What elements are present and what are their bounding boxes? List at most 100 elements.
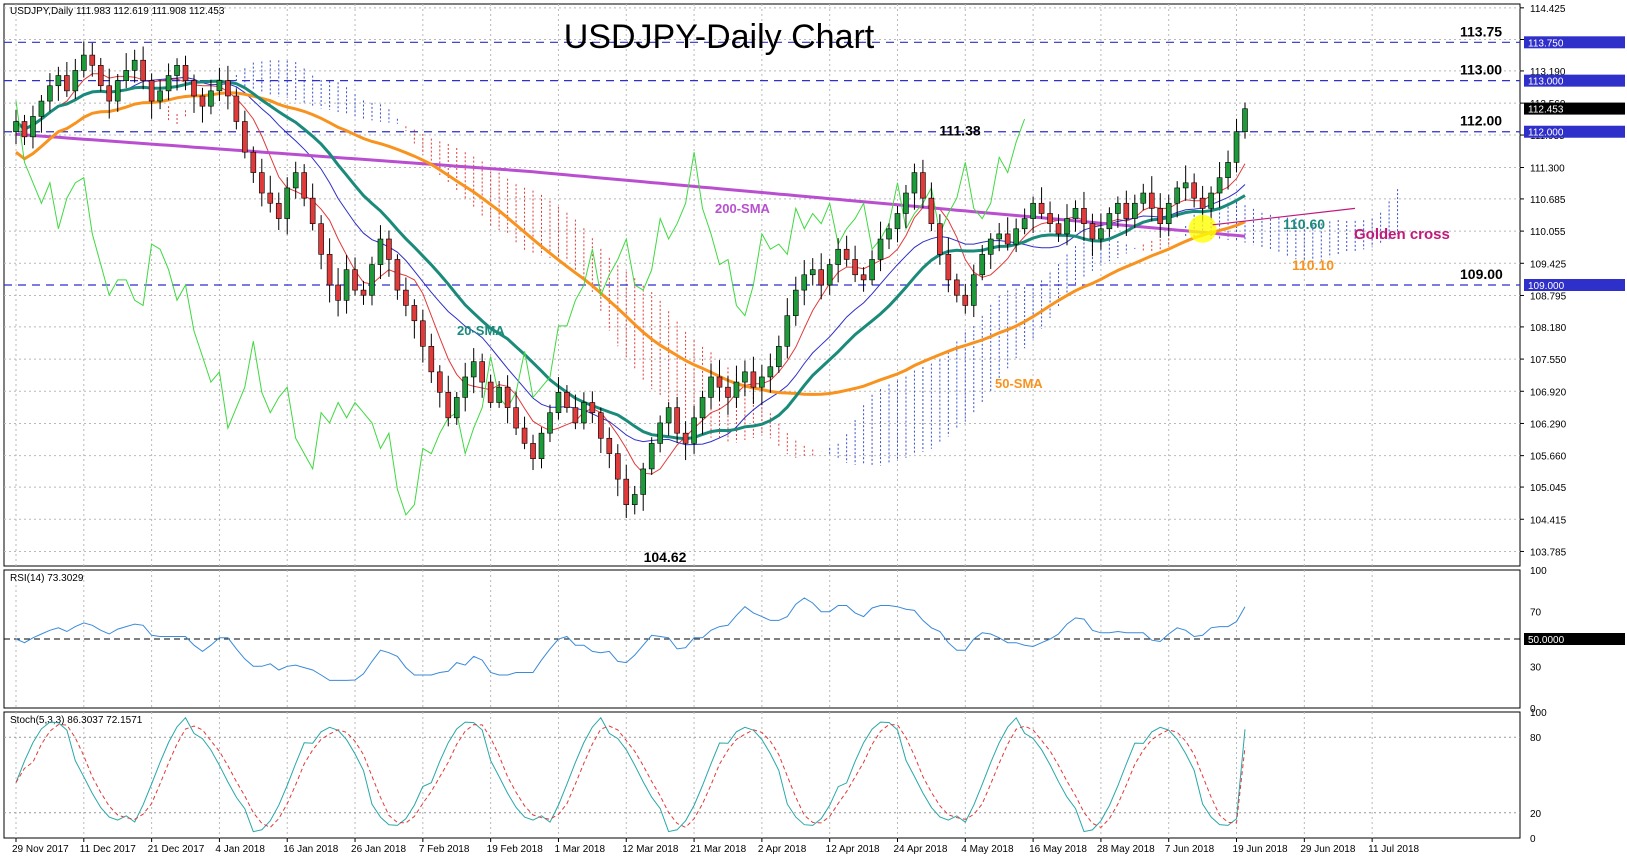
y-tick-label: 111.300 [1530,163,1565,174]
candle-body [945,254,952,281]
y-tick-label: 110.055 [1530,227,1566,238]
candle [733,365,740,408]
candle-body [1199,197,1206,209]
candle-body [1140,192,1147,204]
candle-body [1157,208,1164,224]
candle-body [97,65,104,87]
candle-body [759,376,765,388]
level-price-tag-text: 109.000 [1528,281,1565,292]
candle-body [369,264,375,296]
x-tick-label: 26 Jan 2018 [351,844,406,855]
candle-body [1174,187,1180,204]
candle [1106,207,1113,237]
candle [309,183,316,231]
candle-body [903,192,909,214]
level-label: 109.00 [1460,266,1503,282]
candle [1123,190,1130,237]
x-tick-label: 12 Apr 2018 [826,844,880,855]
y-tick-label: 106.920 [1530,387,1567,398]
candle-body [920,172,926,199]
candle [665,402,672,436]
candle-body [742,371,748,383]
sma-50-line [15,91,1246,396]
candle [513,391,519,436]
candle [699,390,706,435]
candle-body [55,75,62,87]
y-tick-label: 108.180 [1530,323,1567,334]
level-price-tag [1524,74,1625,87]
candle-body [928,197,935,224]
y-tick-label: 105.045 [1530,483,1567,494]
candle [954,273,960,303]
candle [547,404,553,443]
candle [352,257,358,296]
candle-body [1089,223,1096,240]
stoch-k-line [15,716,1246,833]
candle [648,437,655,475]
candle [1216,162,1223,208]
candle-body [521,427,528,444]
candle-body [360,289,367,296]
x-tick-label: 29 Jun 2018 [1300,844,1355,855]
candle-body [343,269,350,301]
candle-body [233,95,240,122]
x-tick-label: 11 Dec 2017 [80,844,136,855]
candle [1089,213,1096,257]
chikou-line [15,101,1026,516]
candle-body [589,402,596,414]
candle-body [403,289,409,306]
candle-body [462,376,469,398]
rsi-y-tick-label: 0 [1530,704,1536,715]
candle [691,405,697,454]
candle-body [538,432,545,460]
level-price-tag [1524,36,1625,49]
candle [64,62,70,97]
candle [140,46,146,90]
candle-body [47,85,53,102]
candle-body [114,80,121,102]
candle [657,415,663,453]
candle [614,444,621,497]
candle-body [208,90,214,107]
candle-body [1132,202,1138,219]
y-tick-label: 110.685 [1530,195,1566,206]
candle [750,356,757,404]
candle-body [284,187,291,219]
candle [826,258,833,295]
candle-body [479,361,485,383]
candle-body [606,437,613,454]
candle [987,233,994,269]
x-tick-label: 29 Nov 2017 [12,844,69,855]
golden-cross-marker [1188,214,1217,243]
rsi-y-tick-label: 30 [1530,663,1542,674]
candle-body [792,289,799,316]
candle [1115,196,1121,228]
stoch-panel-frame [3,711,1521,839]
candle-body [225,80,231,97]
candle [1191,173,1197,208]
x-tick-label: 28 May 2018 [1097,844,1155,855]
last-price-tag-text: 112.453 [1528,105,1564,116]
candle-body [937,223,943,255]
x-tick-label: 16 Jan 2018 [283,844,338,855]
candle [937,214,943,265]
candle [165,63,172,101]
candle-body [496,386,502,403]
candle-body [1021,218,1028,230]
y-tick-label: 108.795 [1530,291,1567,302]
candle-body [1225,162,1231,179]
candle-body [1148,192,1155,209]
candle-body [648,443,655,470]
candle-body [1047,213,1053,224]
candle-body [250,151,257,173]
level-price-tag-text: 112.000 [1528,128,1564,139]
candle-body [1013,228,1019,245]
candle [453,391,460,425]
candle-body [242,121,248,153]
candle [420,309,426,363]
x-tick-label: 21 Dec 2017 [148,844,205,855]
candle [818,253,825,300]
chart-title: USDJPY-Daily Chart [564,18,875,56]
y-tick-label: 109.425 [1530,259,1567,270]
